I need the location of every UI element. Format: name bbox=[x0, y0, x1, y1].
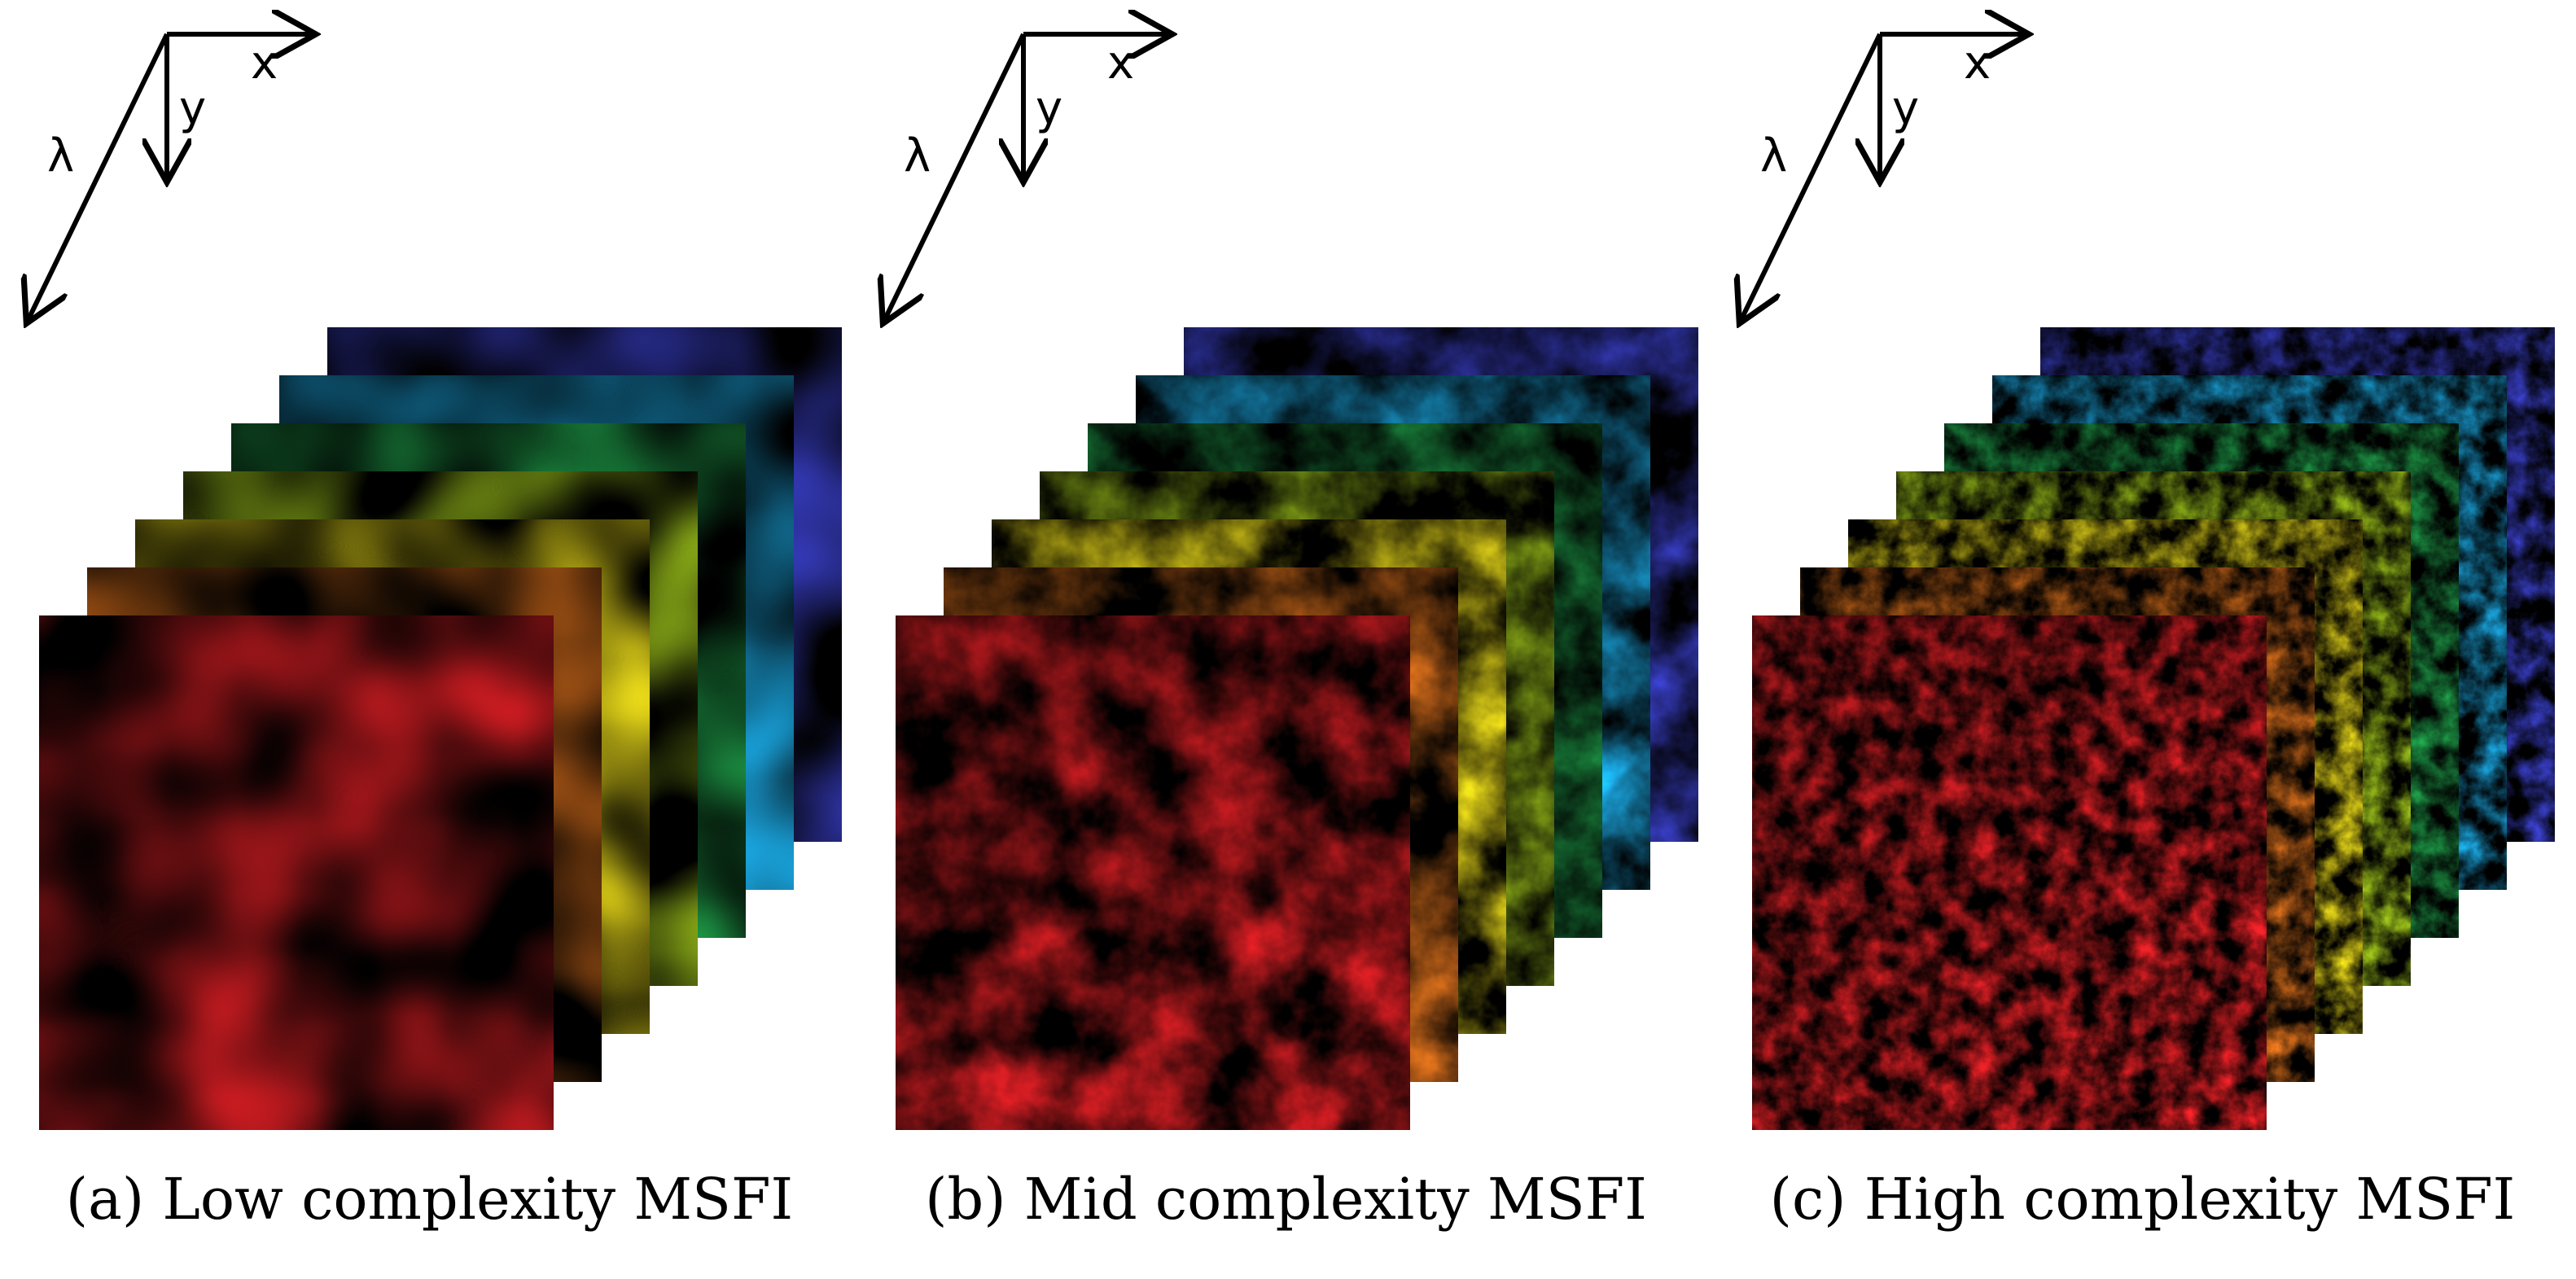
axis-indicator: x y λ bbox=[1713, 0, 2572, 342]
band-stack bbox=[856, 0, 1715, 1140]
band-7-red bbox=[39, 615, 554, 1130]
lambda-axis-arrow bbox=[28, 33, 169, 319]
lambda-axis-label: λ bbox=[47, 129, 74, 182]
band-stack bbox=[1713, 0, 2572, 1140]
band-7-red-texture bbox=[896, 615, 1410, 1130]
panel-a: x y λ (a) Low complexity MSFI bbox=[0, 0, 859, 1279]
y-axis-label: y bbox=[179, 82, 206, 135]
band-stack bbox=[0, 0, 859, 1140]
lambda-axis-arrow bbox=[1741, 33, 1882, 319]
y-axis-label: y bbox=[1036, 82, 1062, 135]
panel-caption: (a) Low complexity MSFI bbox=[65, 1166, 794, 1233]
panel-caption: (c) High complexity MSFI bbox=[1769, 1166, 2516, 1233]
band-7-red-texture bbox=[39, 615, 554, 1130]
axis-indicator: x y λ bbox=[856, 0, 1715, 342]
band-7-red-texture bbox=[1752, 615, 2267, 1130]
band-7-red bbox=[896, 615, 1410, 1130]
x-axis-label: x bbox=[251, 37, 278, 90]
lambda-axis-label: λ bbox=[904, 129, 931, 182]
y-axis-label: y bbox=[1892, 82, 1919, 135]
lambda-axis-arrow bbox=[885, 33, 1026, 319]
x-axis-label: x bbox=[1964, 37, 1991, 90]
x-axis-label: x bbox=[1107, 37, 1134, 90]
lambda-axis-label: λ bbox=[1760, 129, 1787, 182]
axis-indicator: x y λ bbox=[0, 0, 859, 342]
band-7-red bbox=[1752, 615, 2267, 1130]
panel-b: x y λ (b) Mid complexity MSFI bbox=[856, 0, 1715, 1279]
panel-caption: (b) Mid complexity MSFI bbox=[925, 1166, 1647, 1233]
panel-c: x y λ (c) High complexity MSFI bbox=[1713, 0, 2572, 1279]
